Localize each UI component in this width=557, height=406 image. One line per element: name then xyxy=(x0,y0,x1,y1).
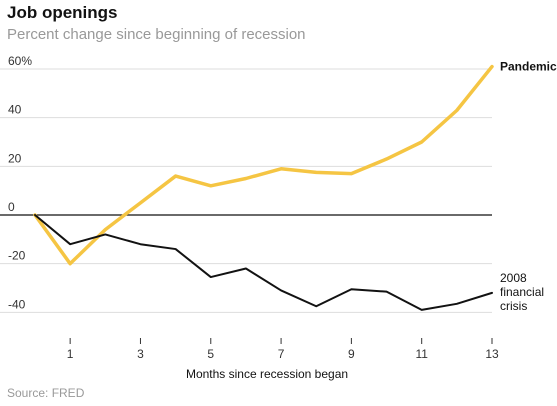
y-tick-label: 20 xyxy=(8,151,22,165)
data-point xyxy=(315,305,317,307)
x-tick-label: 9 xyxy=(348,347,355,361)
x-tick-label: 3 xyxy=(137,347,144,361)
data-point xyxy=(491,292,493,294)
data-point xyxy=(350,173,352,175)
x-tick-label: 5 xyxy=(207,347,214,361)
x-tick-label: 7 xyxy=(278,347,285,361)
data-point xyxy=(175,175,177,177)
data-point xyxy=(245,267,247,270)
data-point xyxy=(210,276,212,278)
y-tick-label: -20 xyxy=(8,249,26,263)
source-note: Source: FRED xyxy=(7,386,85,400)
data-point xyxy=(421,309,423,311)
data-point xyxy=(210,185,212,187)
y-tick-label: 0 xyxy=(8,200,15,214)
data-point xyxy=(245,177,247,180)
data-point xyxy=(280,289,282,292)
x-axis-label: Months since recession began xyxy=(186,367,348,381)
data-point xyxy=(34,214,36,216)
data-point xyxy=(139,202,142,204)
data-point xyxy=(280,168,282,170)
data-point xyxy=(421,141,423,143)
data-point xyxy=(350,288,352,290)
data-point xyxy=(139,243,142,245)
data-point xyxy=(69,263,71,265)
series-label: Pandemic xyxy=(500,60,557,74)
chart-subtitle: Percent change since beginning of recess… xyxy=(7,26,306,43)
chart-title: Job openings xyxy=(7,3,118,22)
x-tick-label: 1 xyxy=(67,347,74,361)
y-tick-label: -40 xyxy=(8,297,26,311)
data-point xyxy=(385,158,388,160)
y-tick-label: 60% xyxy=(8,54,32,68)
data-point xyxy=(175,248,177,250)
data-point xyxy=(315,171,317,174)
y-tick-label: 40 xyxy=(8,103,22,117)
data-point xyxy=(104,233,106,236)
series-line-pandemic xyxy=(33,64,494,266)
data-point xyxy=(456,303,458,305)
data-point xyxy=(456,109,458,111)
data-point xyxy=(104,229,106,231)
x-tick-label: 11 xyxy=(415,347,428,361)
data-point xyxy=(491,65,493,68)
series-label: 2008 financial crisis xyxy=(500,271,544,313)
series-line-2008-financial-crisis xyxy=(34,214,493,311)
x-tick-label: 13 xyxy=(485,347,499,361)
data-point xyxy=(69,243,71,245)
data-point xyxy=(385,291,388,293)
